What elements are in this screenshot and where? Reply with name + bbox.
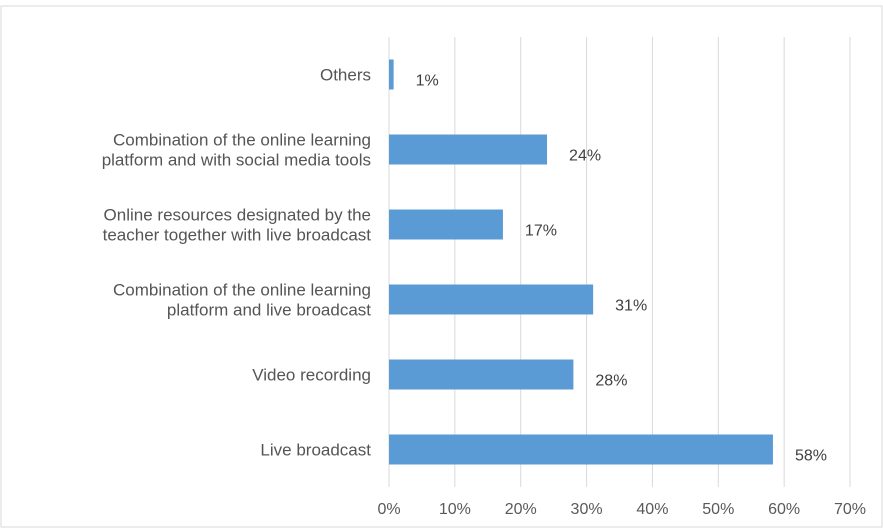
data-label: 1% <box>416 73 439 90</box>
bar <box>389 134 548 165</box>
x-tick-label: 30% <box>571 501 603 518</box>
bar <box>389 209 503 240</box>
data-label: 24% <box>569 148 601 165</box>
bar <box>389 284 594 315</box>
x-tick-label: 70% <box>834 501 866 518</box>
bars <box>389 59 773 465</box>
labels: 0% 10% 20% 30% 40% 50% 60% 70% Others 1% Combinati… <box>102 66 866 519</box>
data-label: 58% <box>795 448 827 465</box>
category-label: teacher together with live broadcast <box>103 226 372 245</box>
bar <box>389 59 394 90</box>
x-tick-label: 20% <box>505 501 537 518</box>
data-label: 17% <box>525 223 557 240</box>
x-tick-label: 50% <box>702 501 734 518</box>
category-label: platform and with social media tools <box>102 151 371 170</box>
bar <box>389 434 773 465</box>
x-tick-label: 40% <box>636 501 668 518</box>
category-label: Video recording <box>252 366 371 385</box>
category-label: Live broadcast <box>260 441 371 460</box>
bar <box>389 359 574 390</box>
x-tick-label: 60% <box>768 501 800 518</box>
gridlines <box>454 37 851 487</box>
data-label: 28% <box>595 373 627 390</box>
data-label: 31% <box>615 298 647 315</box>
category-label: Online resources designated by the <box>104 206 371 225</box>
category-label: Combination of the online learning <box>113 131 371 150</box>
category-label: platform and live broadcast <box>167 301 371 320</box>
category-label: Combination of the online learning <box>113 281 371 300</box>
x-tick-label: 10% <box>439 501 471 518</box>
category-label: Others <box>320 66 371 85</box>
x-tick-label: 0% <box>377 501 400 518</box>
